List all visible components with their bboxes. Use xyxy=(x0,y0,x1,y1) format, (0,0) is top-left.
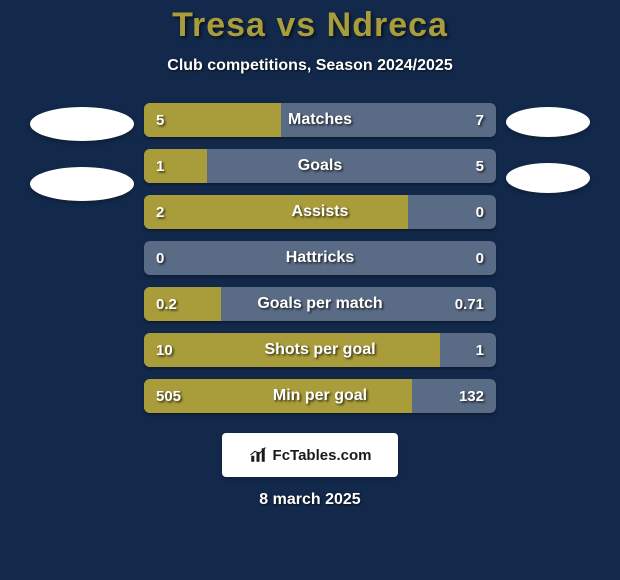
date-label: 8 march 2025 xyxy=(259,491,360,509)
right-team-badges xyxy=(506,103,590,193)
bar-fill-left xyxy=(144,195,408,229)
team-badge-placeholder xyxy=(506,163,590,193)
stat-bar: 2Assists0 xyxy=(144,195,496,229)
stat-bar: 1Goals5 xyxy=(144,149,496,183)
team-badge-placeholder xyxy=(30,107,134,141)
bar-right-value: 0 xyxy=(476,241,484,275)
subtitle: Club competitions, Season 2024/2025 xyxy=(167,57,452,75)
bar-right-value: 7 xyxy=(476,103,484,137)
bar-right-value: 0.71 xyxy=(455,287,484,321)
bar-right-value: 132 xyxy=(459,379,484,413)
bar-right-value: 5 xyxy=(476,149,484,183)
bar-label: Hattricks xyxy=(144,241,496,275)
stat-bar: 505Min per goal132 xyxy=(144,379,496,413)
bar-fill-left xyxy=(144,103,281,137)
stat-bar: 0.2Goals per match0.71 xyxy=(144,287,496,321)
bar-fill-left xyxy=(144,149,207,183)
chart-icon xyxy=(249,446,267,464)
team-badge-placeholder xyxy=(506,107,590,137)
stats-card: Tresa vs Ndreca Club competitions, Seaso… xyxy=(0,0,620,580)
bar-fill-left xyxy=(144,287,221,321)
page-title: Tresa vs Ndreca xyxy=(172,6,448,45)
stat-bar: 10Shots per goal1 xyxy=(144,333,496,367)
stat-bar: 0Hattricks0 xyxy=(144,241,496,275)
bar-fill-left xyxy=(144,379,412,413)
brand-box[interactable]: FcTables.com xyxy=(222,433,398,477)
stat-bar: 5Matches7 xyxy=(144,103,496,137)
stat-bars: 5Matches71Goals52Assists00Hattricks00.2G… xyxy=(144,103,496,413)
bar-left-value: 0 xyxy=(156,241,164,275)
bar-fill-left xyxy=(144,333,440,367)
bar-right-value: 0 xyxy=(476,195,484,229)
brand-text: FcTables.com xyxy=(273,447,372,464)
left-team-badges xyxy=(30,103,134,201)
bar-right-value: 1 xyxy=(476,333,484,367)
team-badge-placeholder xyxy=(30,167,134,201)
content-row: 5Matches71Goals52Assists00Hattricks00.2G… xyxy=(0,103,620,413)
